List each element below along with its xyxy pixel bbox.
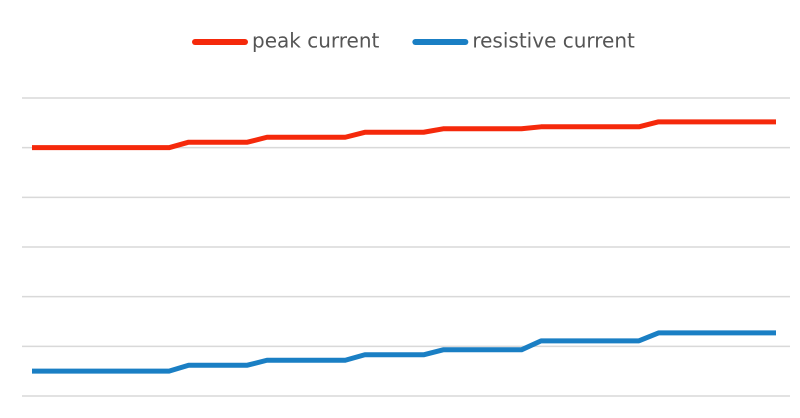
series-line	[32, 119, 776, 151]
legend-label: resistive current	[472, 29, 635, 53]
legend-label: peak current	[252, 29, 380, 53]
series-line	[32, 330, 776, 374]
